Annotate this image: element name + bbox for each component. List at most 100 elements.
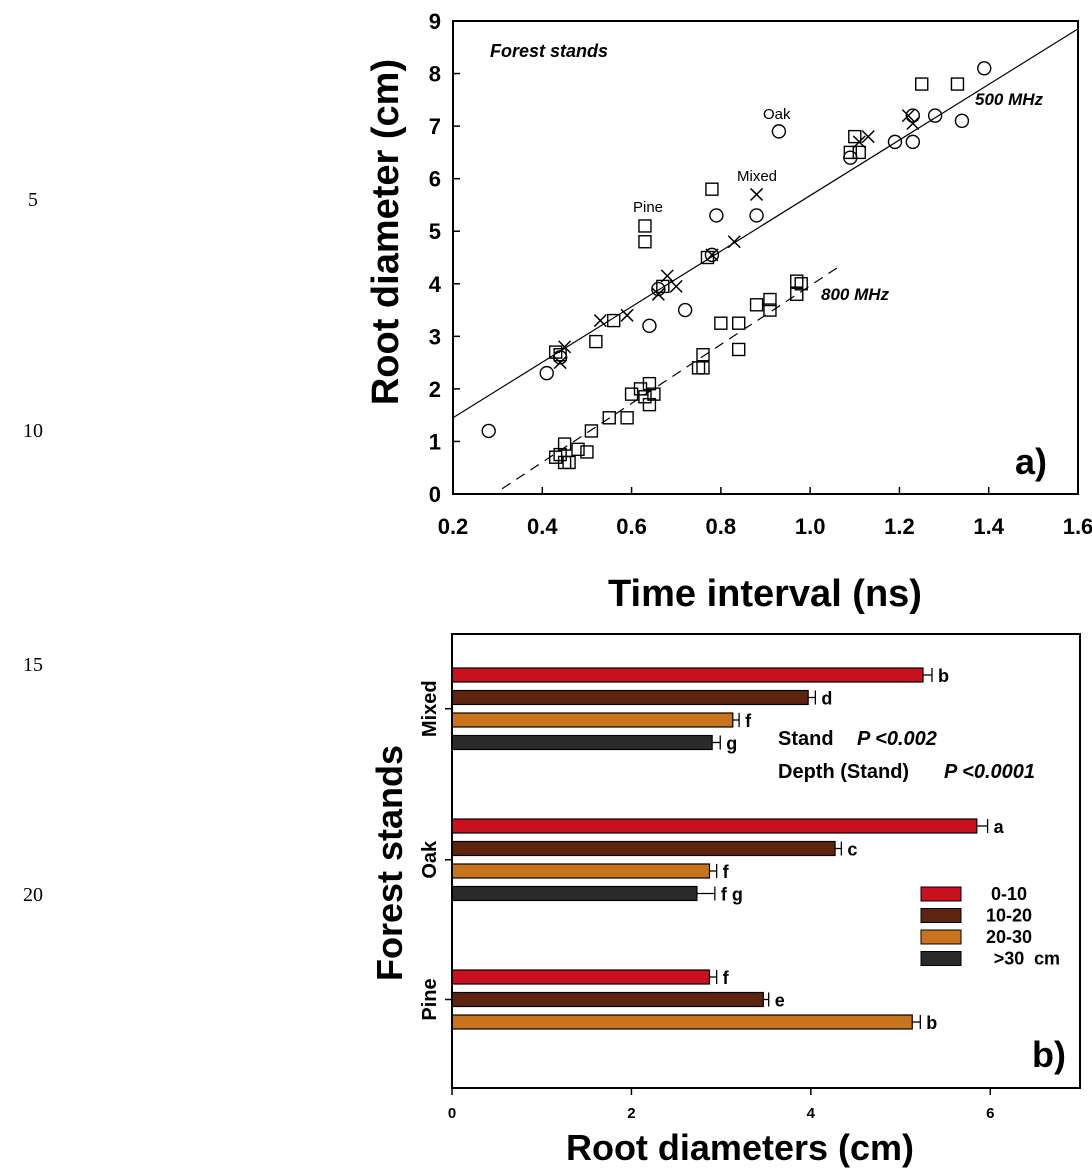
data-point-square bbox=[763, 303, 777, 317]
regression-line-500 bbox=[452, 28, 1079, 419]
data-point-square bbox=[642, 376, 657, 391]
legend-swatch bbox=[920, 886, 962, 902]
data-point-square bbox=[620, 411, 634, 425]
data-point-circle bbox=[905, 108, 921, 123]
data-point-square bbox=[732, 342, 746, 357]
data-point-circle bbox=[709, 208, 724, 223]
bar bbox=[451, 667, 924, 683]
data-point-square bbox=[642, 397, 657, 412]
freq-800-label: 800 MHz bbox=[821, 285, 890, 304]
data-point-square bbox=[732, 316, 746, 330]
legend-swatch bbox=[920, 951, 962, 966]
data-point-x bbox=[750, 187, 764, 201]
data-point-square bbox=[607, 313, 621, 328]
stat-stand-value: P <0.002 bbox=[857, 728, 937, 750]
data-point-square bbox=[691, 361, 706, 375]
legend-label: 10-20 bbox=[986, 906, 1032, 926]
regression-line-800 bbox=[501, 267, 838, 490]
data-point-square bbox=[624, 387, 639, 401]
data-point-square bbox=[696, 361, 710, 375]
bar bbox=[451, 734, 713, 751]
data-point-circle bbox=[749, 208, 764, 223]
line-number: 10 bbox=[23, 420, 43, 442]
data-point-square bbox=[548, 450, 563, 464]
significance-letter: a bbox=[994, 817, 1005, 837]
data-point-square bbox=[638, 390, 652, 404]
scatter-panel-a: 0.2 0.4 0.6 0.8 1.0 1.2 1.4 1.6 0 1 2 3 4 5 6 7 8 9 Fores… bbox=[365, 9, 1092, 615]
data-point-x bbox=[593, 314, 607, 328]
line-number: 15 bbox=[23, 654, 43, 676]
data-point-circle bbox=[704, 247, 720, 263]
data-point-square bbox=[638, 235, 652, 249]
plot-frame-a bbox=[452, 20, 1079, 495]
panel-a-label: a) bbox=[1015, 441, 1047, 482]
significance-letter: g bbox=[726, 734, 737, 754]
data-point-circle bbox=[954, 113, 970, 129]
data-point-square bbox=[696, 348, 710, 362]
significance-letter: f g bbox=[721, 885, 743, 905]
data-point-circle bbox=[651, 281, 666, 297]
x-tick-label-b: 0 bbox=[448, 1105, 456, 1122]
x-tick-label-a: 1.0 bbox=[795, 514, 826, 539]
y-tick-label-a: 3 bbox=[429, 324, 441, 349]
data-point-x bbox=[861, 130, 875, 144]
data-point-square bbox=[700, 250, 715, 265]
data-point-x bbox=[852, 135, 866, 149]
significance-letter: e bbox=[775, 991, 785, 1011]
data-point-circle bbox=[642, 318, 657, 334]
y-tick-label-a: 8 bbox=[429, 62, 441, 87]
significance-letter: f bbox=[745, 711, 752, 731]
legend-label: >30 bbox=[994, 949, 1025, 969]
data-point-x bbox=[906, 116, 920, 131]
line-number: 20 bbox=[23, 884, 43, 906]
data-point-square bbox=[584, 424, 599, 438]
data-point-circle bbox=[771, 124, 787, 139]
data-point-square bbox=[553, 447, 567, 462]
data-point-x bbox=[651, 287, 665, 301]
oak-annotation: Oak bbox=[763, 106, 791, 123]
y-axis-title-b: Forest stands bbox=[369, 745, 410, 981]
x-tick-label-b: 4 bbox=[807, 1105, 816, 1122]
data-point-circle bbox=[539, 365, 554, 381]
significance-letter: b bbox=[926, 1013, 937, 1033]
data-point-square bbox=[950, 77, 965, 91]
data-point-circle bbox=[843, 150, 858, 165]
bar bbox=[451, 969, 711, 985]
data-point-square bbox=[714, 316, 728, 330]
stat-depth-value: P <0.0001 bbox=[944, 761, 1035, 783]
x-tick-label-b: 6 bbox=[986, 1105, 994, 1122]
data-point-circle bbox=[887, 134, 903, 150]
data-point-square bbox=[553, 348, 567, 362]
data-point-x bbox=[553, 356, 567, 370]
data-point-square bbox=[705, 182, 719, 196]
significance-letter: d bbox=[821, 689, 832, 709]
bar bbox=[451, 863, 711, 879]
data-point-square bbox=[562, 455, 576, 470]
data-point-x bbox=[558, 340, 572, 354]
y-tick-label-a: 7 bbox=[429, 114, 441, 139]
data-point-square bbox=[749, 298, 764, 312]
data-point-square bbox=[557, 437, 572, 451]
bar bbox=[451, 885, 698, 902]
pine-annotation: Pine bbox=[633, 199, 663, 216]
bar bbox=[451, 840, 836, 857]
data-point-x bbox=[660, 269, 674, 283]
category-label: Mixed bbox=[419, 680, 441, 737]
forest-stands-note: Forest stands bbox=[490, 41, 608, 61]
significance-letter: f bbox=[723, 862, 730, 882]
data-point-square bbox=[638, 219, 652, 233]
significance-letter: f bbox=[723, 968, 730, 988]
bar bbox=[451, 689, 809, 706]
data-point-square bbox=[790, 274, 804, 288]
mixed-annotation: Mixed bbox=[737, 168, 777, 185]
data-point-square bbox=[794, 277, 808, 291]
y-tick-label-a: 9 bbox=[429, 9, 441, 34]
significance-letter: c bbox=[847, 840, 857, 860]
bar bbox=[451, 712, 734, 728]
data-point-x bbox=[727, 235, 741, 249]
x-tick-label-a: 1.4 bbox=[973, 514, 1004, 539]
data-point-square bbox=[915, 77, 929, 91]
legend-unit: cm bbox=[1034, 949, 1060, 969]
